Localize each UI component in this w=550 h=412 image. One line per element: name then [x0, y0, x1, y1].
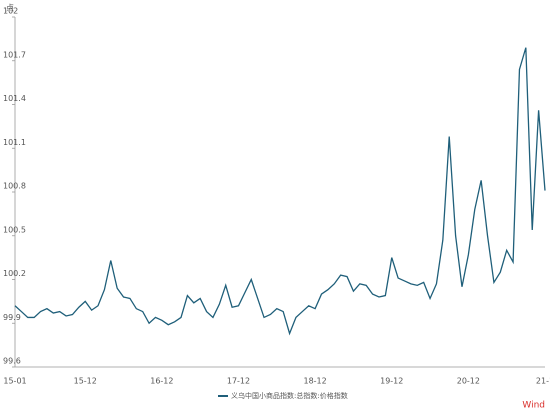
y-tick-label: 100.8: [3, 182, 26, 191]
x-tick-label: 15-01: [3, 377, 26, 386]
x-tick-label: 17-12: [227, 377, 250, 386]
y-tick-label: 101.7: [3, 50, 26, 59]
x-tick-label: 16-12: [150, 377, 173, 386]
legend-label: 义乌中国小商品指数:总指数:价格指数: [231, 391, 348, 400]
x-tick-label: 18-12: [303, 377, 326, 386]
y-tick-label: 99.9: [3, 313, 21, 322]
y-tick-label: 100.5: [3, 225, 26, 234]
y-tick-label: 99.6: [3, 357, 21, 366]
y-tick-label: 100.2: [3, 269, 26, 278]
x-tick-label: 20-12: [457, 377, 480, 386]
line-series: [14, 47, 546, 336]
x-tick-label: 15-12: [74, 377, 97, 386]
y-tick-label: 101.4: [3, 94, 26, 103]
x-tick-label: 21-1: [536, 377, 550, 386]
y-tick-label: 101.1: [3, 138, 26, 147]
source-label: Wind: [522, 401, 545, 411]
x-tick-label: 19-12: [380, 377, 403, 386]
y-tick-label: 102: [3, 7, 18, 16]
unit-label: 点: [6, 4, 14, 13]
